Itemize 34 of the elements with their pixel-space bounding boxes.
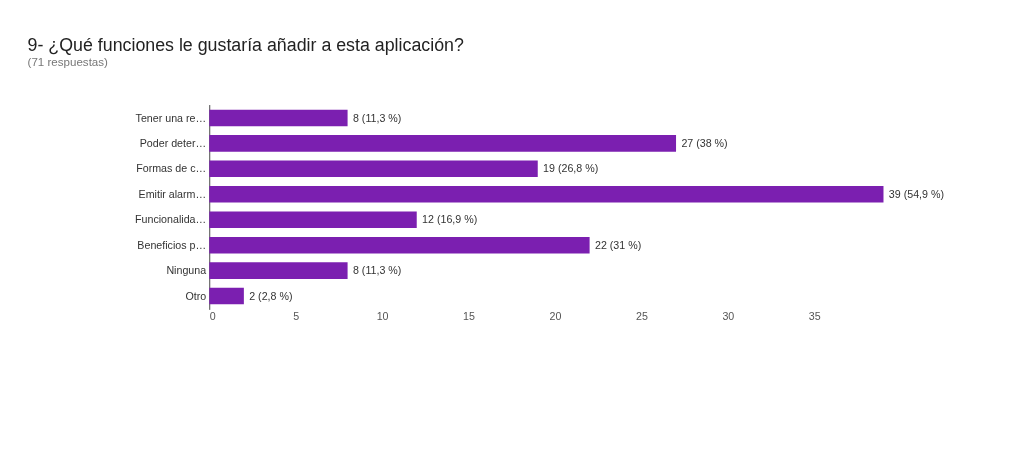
y-tick-label: Tener una re…	[135, 111, 207, 124]
bar	[209, 135, 677, 152]
x-tick-label: 5	[293, 309, 300, 322]
y-tick-label: Ninguna	[166, 264, 207, 277]
data-label: 8 (11,3 %)	[352, 111, 402, 124]
bar	[209, 109, 348, 127]
y-tick-label: Poder deter…	[139, 136, 207, 149]
data-label: 39 (54,9 %)	[888, 187, 944, 200]
y-tick-label: Emitir alarm…	[138, 187, 207, 200]
y-tick-label: Otro	[185, 289, 207, 302]
data-label: 19 (26,8 %)	[543, 162, 599, 175]
data-label: 2 (2,8 %)	[249, 289, 293, 302]
x-tick-label: 30	[722, 309, 735, 322]
y-tick-label: Funcionalida…	[134, 213, 207, 226]
x-tick-label: 10	[376, 309, 389, 322]
chart-title: 9- ¿Qué funciones le gustaría añadir a esta aplicación?	[27, 35, 464, 56]
data-label: 27 (38 %)	[681, 136, 728, 149]
bar	[209, 287, 244, 305]
y-tick-label: Formas de c…	[136, 162, 207, 175]
bar	[209, 262, 348, 279]
bar	[209, 236, 590, 254]
text: (71 respuestas)	[27, 56, 109, 69]
data-label: 22 (31 %)	[594, 238, 642, 251]
x-tick-label: 0	[209, 309, 216, 322]
x-tick-label: 25	[635, 309, 648, 322]
x-tick-label: 20	[549, 309, 562, 322]
bar	[209, 160, 538, 178]
data-label: 8 (11,3 %)	[352, 264, 402, 277]
data-label: 12 (16,9 %)	[422, 213, 478, 226]
x-tick-label: 15	[463, 309, 476, 322]
bar	[209, 186, 884, 203]
bar	[209, 211, 417, 228]
y-tick-label: Beneficios p…	[137, 238, 207, 251]
x-tick-label: 35	[808, 309, 821, 322]
